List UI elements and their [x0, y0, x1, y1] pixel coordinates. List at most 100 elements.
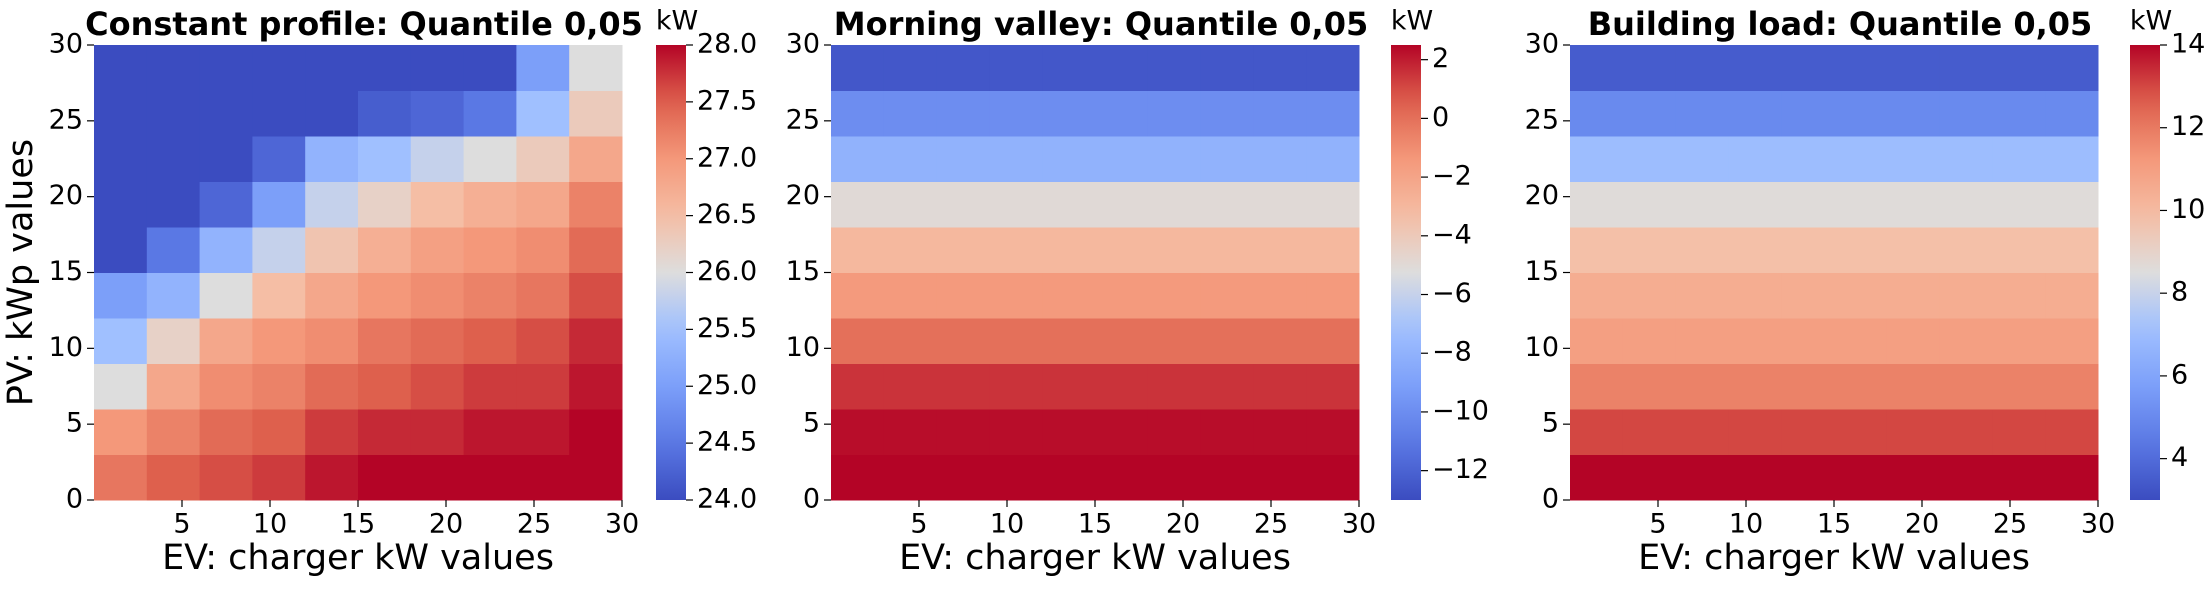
- heatmap-cell: [410, 409, 465, 455]
- heatmap-cell: [516, 227, 570, 273]
- colorbar-tick-label: 25.0: [697, 370, 757, 401]
- heatmap-cell: [1622, 90, 1677, 137]
- y-tick-label: 10: [786, 332, 820, 363]
- heatmap-cell: [569, 409, 623, 455]
- heatmap-cell: [1728, 181, 1782, 228]
- heatmap-cell: [989, 181, 1043, 228]
- heatmap-cell: [936, 272, 990, 319]
- colorbar-tick-label: 6: [2171, 359, 2188, 390]
- colorbar-tick-label: 10: [2171, 194, 2205, 225]
- heatmap-cell: [358, 181, 412, 228]
- heatmap-cell: [2045, 454, 2099, 501]
- heatmap-cell: [936, 45, 990, 91]
- chart-title: Constant profile: Quantile 0,05: [85, 5, 643, 43]
- heatmap-cell: [410, 45, 465, 91]
- heatmap-cell: [883, 363, 938, 410]
- heatmap-cell: [936, 454, 990, 501]
- heatmap-cell: [831, 454, 885, 501]
- heatmap-cell: [1675, 45, 1729, 91]
- heatmap-cell: [1622, 363, 1677, 410]
- y-tick-label: 20: [1525, 180, 1559, 211]
- heatmap-cell: [94, 409, 148, 455]
- heatmap-cell: [305, 272, 359, 319]
- heatmap-cell: [516, 45, 570, 91]
- heatmap-cell: [305, 409, 359, 455]
- heatmap-cell: [1095, 454, 1149, 501]
- heatmap-cell: [883, 272, 938, 319]
- heatmap-cell: [252, 272, 306, 319]
- heatmap-cell: [1834, 136, 1888, 182]
- heatmap-cell: [358, 136, 412, 182]
- heatmap-cell: [94, 136, 148, 182]
- heatmap-cell: [1570, 136, 1624, 182]
- heatmap-cell: [936, 409, 990, 455]
- colorbar-tick-label: 24.0: [697, 484, 757, 515]
- heatmap-cell: [358, 318, 412, 364]
- heatmap-cell: [1834, 409, 1888, 455]
- heatmap-cell: [94, 90, 148, 137]
- colorbar-tick-label: −6: [1432, 278, 1472, 309]
- x-tick-label: 10: [253, 509, 287, 540]
- heatmap-cell: [1622, 227, 1677, 273]
- heatmap-cell: [252, 363, 306, 410]
- heatmap-cell: [305, 90, 359, 137]
- heatmap-cell: [305, 363, 359, 410]
- heatmap-cell: [1886, 136, 1941, 182]
- heatmap-cell: [1992, 227, 2046, 273]
- heatmap-cell: [199, 272, 253, 319]
- heatmap-cell: [989, 454, 1043, 501]
- heatmap-cell: [1306, 181, 1360, 228]
- heatmap-cell: [831, 136, 885, 182]
- heatmap-cell: [2045, 136, 2099, 182]
- colorbar: [656, 45, 686, 500]
- heatmap-cell: [1728, 45, 1782, 91]
- heatmap-cell: [1042, 318, 1096, 364]
- heatmap-cell: [94, 363, 148, 410]
- heatmap-cell: [1042, 409, 1096, 455]
- x-tick-label: 20: [1166, 509, 1200, 540]
- heatmap-cell: [883, 136, 938, 182]
- heatmap-cell: [1675, 363, 1729, 410]
- heatmap-cell: [94, 318, 148, 364]
- heatmap-cell: [410, 363, 465, 410]
- heatmap-cell: [1306, 409, 1360, 455]
- heatmap-cell: [1781, 45, 1835, 91]
- heatmap-cell: [936, 181, 990, 228]
- heatmap-cell: [1886, 318, 1941, 364]
- heatmap-cell: [146, 227, 201, 273]
- heatmap-cell: [146, 363, 201, 410]
- heatmap-cell: [305, 136, 359, 182]
- heatmap-cell: [1147, 272, 1202, 319]
- x-tick-label: 5: [173, 509, 190, 540]
- heatmap-cell: [831, 363, 885, 410]
- heatmap-cell: [1147, 454, 1202, 501]
- heatmap-cell: [1095, 227, 1149, 273]
- heatmap-cell: [199, 45, 253, 91]
- heatmap-cell: [1570, 90, 1624, 137]
- heatmap-cell: [463, 454, 517, 501]
- heatmap-cell: [94, 227, 148, 273]
- heatmap-cell: [1886, 363, 1941, 410]
- colorbar-tick-label: 12: [2171, 111, 2205, 142]
- heatmap-cell: [1886, 454, 1941, 501]
- heatmap-cell: [305, 318, 359, 364]
- heatmap-cell: [1095, 181, 1149, 228]
- heatmap-cell: [1253, 272, 1307, 319]
- heatmap-cell: [1147, 90, 1202, 137]
- heatmap-cell: [463, 45, 517, 91]
- heatmap-cell: [936, 363, 990, 410]
- heatmap-cell: [358, 454, 412, 501]
- heatmap-cell: [883, 227, 938, 273]
- heatmap-cell: [1306, 363, 1360, 410]
- heatmap-cell: [989, 363, 1043, 410]
- heatmap-cell: [2045, 363, 2099, 410]
- heatmap-cell: [463, 409, 517, 455]
- heatmap-cell: [146, 272, 201, 319]
- x-tick-label: 15: [1078, 509, 1112, 540]
- heatmap-cell: [1886, 409, 1941, 455]
- heatmap-cell: [1200, 454, 1254, 501]
- heatmap-cell: [2045, 181, 2099, 228]
- heatmap-cell: [883, 45, 938, 91]
- heatmap-cell: [305, 45, 359, 91]
- colorbar-tick-label: −4: [1432, 219, 1472, 250]
